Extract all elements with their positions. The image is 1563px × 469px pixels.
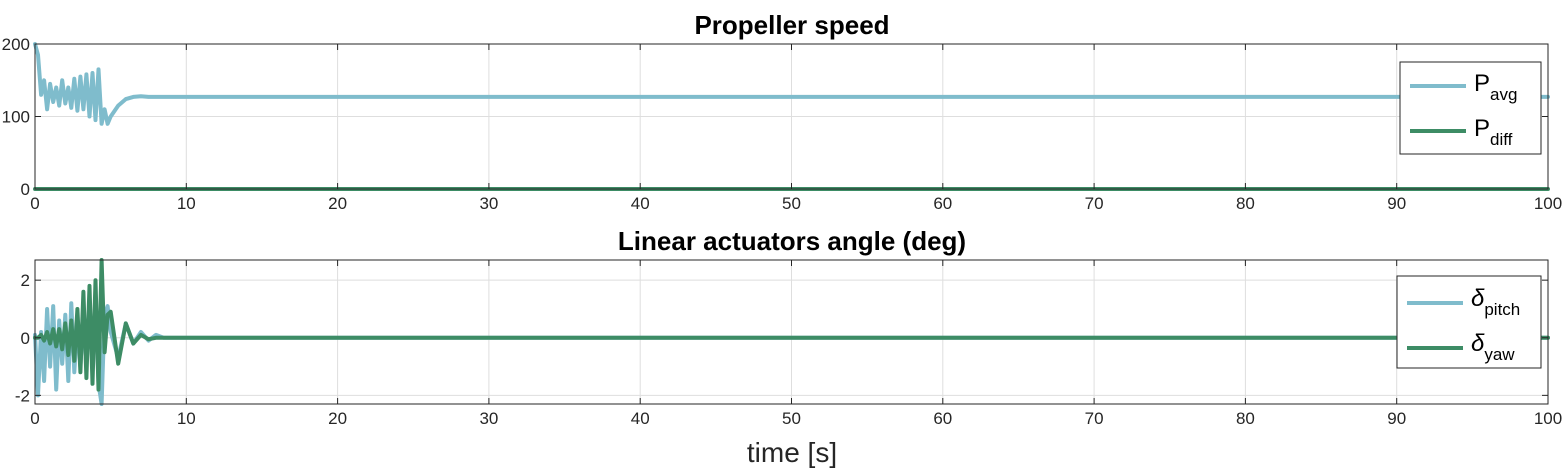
x-tick-label: 90 <box>1387 194 1406 213</box>
legend-label-diff: Pdiff <box>1474 115 1513 149</box>
x-tick-label: 70 <box>1085 194 1104 213</box>
actuator-angle-panel: Linear actuators angle (deg) 0 10 20 30 40 50… <box>15 226 1562 468</box>
y-tick-label: -2 <box>15 386 30 405</box>
x-tick-label: 10 <box>177 409 196 428</box>
x-tick-label: 10 <box>177 194 196 213</box>
panel-title: Linear actuators angle (deg) <box>618 226 966 256</box>
x-tick-label: 0 <box>30 194 39 213</box>
x-tick-label: 90 <box>1387 409 1406 428</box>
legend-box <box>1399 61 1542 155</box>
y-tick-label: 0 <box>21 180 30 199</box>
legend-label-avg: Pavg <box>1474 70 1517 104</box>
x-tick-label: 40 <box>631 409 650 428</box>
y-tick-label: 2 <box>21 271 30 290</box>
series-line-avg <box>33 42 1550 126</box>
x-tick-label: 50 <box>782 409 801 428</box>
x-axis-label: time [s] <box>747 437 837 468</box>
x-tick-label: 0 <box>30 409 39 428</box>
x-tick-label: 70 <box>1085 409 1104 428</box>
legend-label-pitch: δpitch <box>1471 285 1520 319</box>
x-tick-label: 80 <box>1236 409 1255 428</box>
x-tick-label: 80 <box>1236 194 1255 213</box>
x-tick-label: 100 <box>1534 194 1562 213</box>
propeller-speed-panel: Propeller speed 0 10 20 30 40 50 60 70 80 90 100 0 1… <box>2 10 1563 213</box>
legend-label-yaw: δyaw <box>1471 330 1515 364</box>
x-tick-label: 60 <box>933 194 952 213</box>
x-tick-label: 30 <box>479 194 498 213</box>
x-tick-label: 50 <box>782 194 801 213</box>
y-tick-label: 200 <box>2 35 30 54</box>
y-tick-label: 0 <box>21 329 30 348</box>
x-tick-label: 40 <box>631 194 650 213</box>
x-tick-label: 30 <box>479 409 498 428</box>
x-tick-label: 100 <box>1534 409 1562 428</box>
x-tick-label: 20 <box>328 409 347 428</box>
series-line-yaw <box>33 258 1550 392</box>
x-tick-label: 20 <box>328 194 347 213</box>
legend-box <box>1396 275 1542 369</box>
panel-title: Propeller speed <box>694 10 889 40</box>
x-tick-label: 60 <box>933 409 952 428</box>
y-tick-label: 100 <box>2 108 30 127</box>
